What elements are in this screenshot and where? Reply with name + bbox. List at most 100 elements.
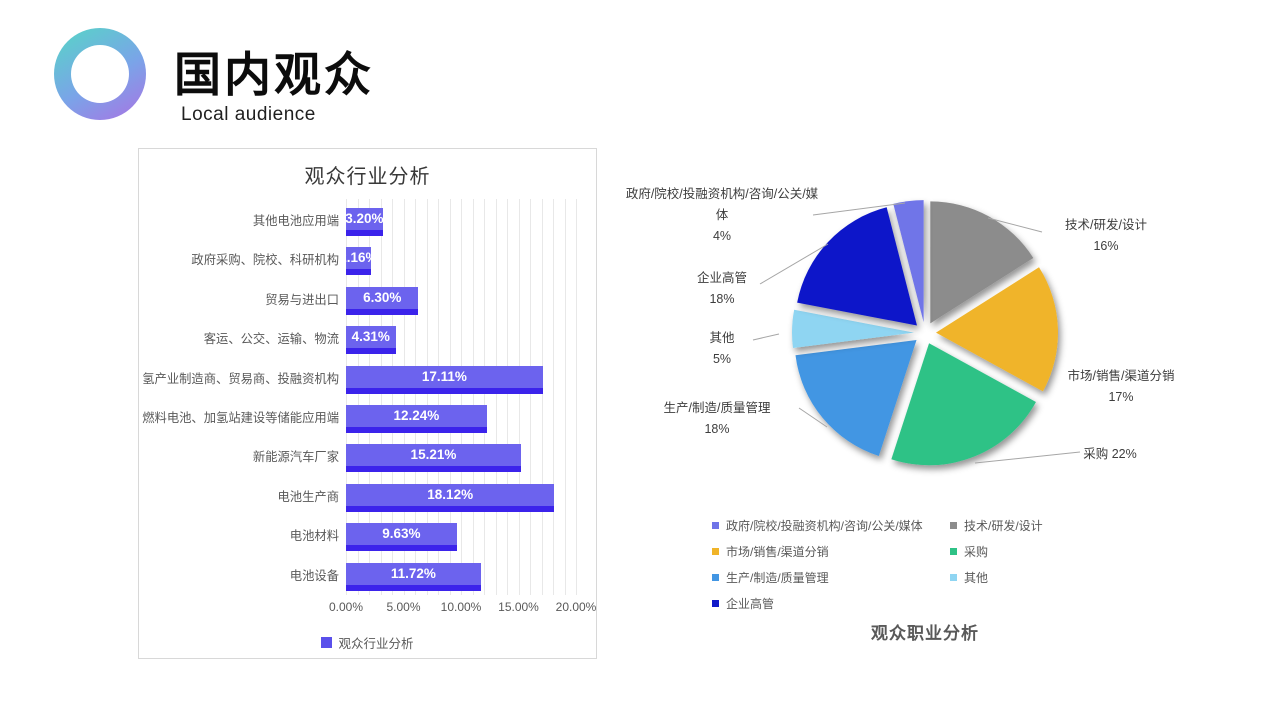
category-label: 其他电池应用端 bbox=[252, 214, 339, 228]
bar: 9.63% bbox=[346, 523, 457, 552]
gridline bbox=[495, 199, 497, 595]
bar: 3.20% bbox=[346, 208, 383, 236]
gridline bbox=[564, 199, 566, 595]
pie-legend-marker bbox=[950, 548, 957, 555]
gridline bbox=[472, 199, 474, 595]
pie-callout-name: 政府/院校/投融资机构/咨询/公关/媒体 bbox=[625, 187, 819, 222]
pie-callout-name: 其他 bbox=[709, 331, 735, 345]
pie-legend-label: 生产/制造/质量管理 bbox=[726, 571, 829, 585]
category-label: 氢产业制造商、贸易商、投融资机构 bbox=[142, 371, 339, 386]
pie-chart-title: 观众职业分析 bbox=[871, 624, 979, 643]
pie-callout-name: 生产/制造/质量管理 bbox=[663, 401, 771, 415]
gridline bbox=[426, 199, 428, 595]
gridline bbox=[438, 199, 439, 595]
bar-legend-label: 观众行业分析 bbox=[338, 637, 414, 651]
gridline bbox=[484, 199, 485, 595]
pie-legend-label: 采购 bbox=[964, 545, 989, 559]
pie-callout-value: 17% bbox=[1108, 390, 1134, 404]
pie-callout-value: 18% bbox=[704, 422, 730, 436]
gridline bbox=[369, 199, 370, 595]
category-label: 客运、公交、运输、物流 bbox=[203, 332, 339, 347]
pie-legend-label: 企业高管 bbox=[726, 597, 775, 611]
category-label: 新能源汽车厂家 bbox=[252, 450, 339, 465]
gridline bbox=[449, 199, 451, 595]
pie-legend-label: 其他 bbox=[964, 571, 989, 585]
pie-legend-item: 其他 bbox=[950, 569, 1140, 586]
pie-callout-label: 政府/院校/投融资机构/咨询/公关/媒体 4% bbox=[622, 184, 822, 247]
gridline bbox=[357, 199, 359, 595]
bar-value-label: 9.63% bbox=[382, 526, 421, 542]
gridline bbox=[541, 199, 543, 595]
pie-legend-item: 市场/销售/渠道分销 bbox=[712, 543, 950, 560]
pie-slices bbox=[792, 200, 1058, 466]
gridline bbox=[518, 199, 520, 595]
gridline bbox=[553, 199, 554, 595]
bar: 11.72% bbox=[346, 562, 481, 591]
bar-value-label: 17.11% bbox=[421, 368, 467, 384]
pie-callout-label: 其他 5% bbox=[677, 328, 767, 370]
bar-value-label: 11.72% bbox=[390, 565, 436, 581]
bar: 4.31% bbox=[346, 326, 396, 355]
x-axis-tick-label: 0.00% bbox=[328, 600, 364, 614]
category-label: 燃料电池、加氢站建设等储能应用端 bbox=[142, 411, 339, 425]
x-axis-tick-label: 5.00% bbox=[386, 600, 421, 614]
bar-plot: 其他电池应用端 3.20% 政府采购、院校、科研机构 2.16% 贸易与进出口 6.30%… bbox=[142, 199, 596, 614]
pie-legend-marker bbox=[712, 574, 719, 581]
bar-value-label: 18.12% bbox=[427, 486, 474, 502]
category-label: 电池材料 bbox=[289, 529, 339, 544]
bar-value-label: 15.21% bbox=[410, 447, 457, 463]
pie-slice bbox=[891, 343, 1036, 466]
logo-ring-hole bbox=[71, 45, 129, 103]
bar-chart-legend: 观众行业分析 bbox=[139, 633, 596, 652]
pie-legend-item: 企业高管 bbox=[712, 595, 950, 612]
pie-legend-marker bbox=[950, 574, 957, 581]
gridline bbox=[507, 199, 508, 595]
gridline bbox=[461, 199, 462, 595]
logo-ring bbox=[54, 28, 146, 120]
pie-callout-name: 市场/销售/渠道分销 bbox=[1067, 369, 1175, 383]
pie-legend-marker bbox=[950, 522, 957, 529]
pie-callout-label: 市场/销售/渠道分销 17% bbox=[1031, 366, 1211, 408]
category-label: 政府采购、院校、科研机构 bbox=[191, 253, 339, 268]
pie-slice bbox=[795, 340, 917, 457]
gridline bbox=[403, 199, 405, 595]
category-label: 贸易与进出口 bbox=[265, 292, 339, 307]
pie-callout-label: 技术/研发/设计 16% bbox=[1031, 215, 1181, 257]
pie-callout-label: 采购 22% bbox=[1083, 447, 1137, 461]
pie-legend: 政府/院校/投融资机构/咨询/公关/媒体 技术/研发/设计市场/销售/渠道分销 采购… bbox=[712, 517, 1140, 612]
pie-callout-value: 5% bbox=[712, 352, 732, 366]
pie-legend-marker bbox=[712, 548, 719, 555]
gridline bbox=[380, 199, 382, 595]
pie-legend-item: 采购 bbox=[950, 543, 1140, 560]
pie-callout-label: 生产/制造/质量管理 18% bbox=[627, 398, 807, 440]
pie-legend-item: 政府/院校/投融资机构/咨询/公关/媒体 bbox=[712, 517, 950, 534]
pie-legend-marker bbox=[712, 522, 719, 529]
pie-slice bbox=[893, 200, 924, 323]
bar-chart-card: 观众行业分析 其他电池应用端 3.20% 政府采购、院校、科研机构 2.16% 贸易与进… bbox=[138, 148, 597, 659]
bar: 12.24% bbox=[346, 405, 487, 433]
bar-value-label: 4.31% bbox=[351, 329, 390, 345]
pie-slice bbox=[935, 267, 1058, 392]
category-label: 电池设备 bbox=[289, 568, 339, 583]
gridline bbox=[346, 199, 347, 595]
bar-value-label: 6.30% bbox=[363, 289, 402, 305]
bar-chart-title: 观众行业分析 bbox=[304, 166, 431, 188]
gridline bbox=[415, 199, 416, 595]
bar-value-label: 3.20% bbox=[346, 211, 383, 226]
pie-legend-marker bbox=[712, 600, 719, 607]
bar: 6.30% bbox=[346, 286, 419, 315]
pie-legend-item: 生产/制造/质量管理 bbox=[712, 569, 950, 586]
category-label: 电池生产商 bbox=[277, 489, 340, 504]
bar-value-label: 12.24% bbox=[393, 408, 440, 423]
pie-callout-value: 16% bbox=[1093, 239, 1119, 253]
bar: 17.11% bbox=[346, 365, 543, 394]
bar-legend-marker bbox=[321, 637, 333, 648]
x-axis-tick-label: 15.00% bbox=[498, 600, 539, 614]
x-axis-tick-label: 10.00% bbox=[440, 600, 482, 614]
bar: 18.12% bbox=[346, 483, 555, 512]
bar-value-label: 2.16% bbox=[346, 250, 371, 266]
pie-legend-label: 技术/研发/设计 bbox=[964, 519, 1043, 533]
pie-callout-name: 技术/研发/设计 bbox=[1065, 218, 1147, 232]
pie-legend-label: 市场/销售/渠道分销 bbox=[726, 545, 829, 559]
